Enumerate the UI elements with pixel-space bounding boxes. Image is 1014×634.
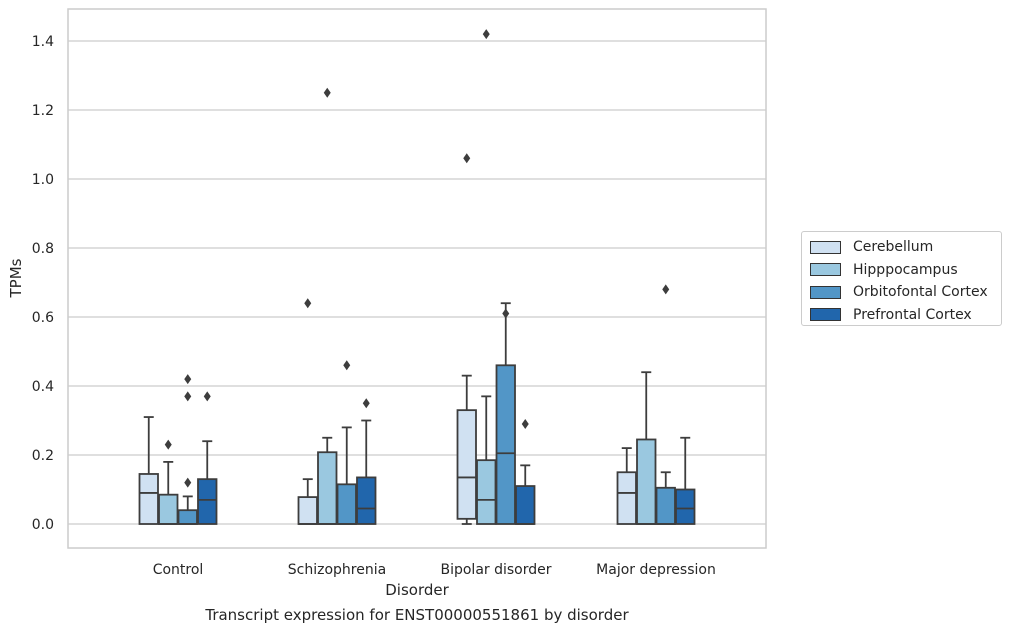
y-axis-label: TPMs <box>7 258 25 298</box>
legend-label: Hipppocampus <box>853 261 958 278</box>
y-tick-label: 0.0 <box>32 517 54 533</box>
legend-label: Orbitofontal Cortex <box>853 284 988 301</box>
outlier-point <box>343 360 351 371</box>
box-body <box>336 483 357 525</box>
legend-item: Cerebellum <box>810 236 1001 259</box>
legend-item: Hipppocampus <box>810 259 1001 282</box>
x-tick-label: Major depression <box>596 562 716 578</box>
box-prefrontal-cortex <box>356 398 377 525</box>
box-orbitofontal-cortex <box>177 374 198 525</box>
box-body <box>197 478 218 525</box>
y-tick-label: 0.6 <box>32 310 54 326</box>
y-tick-label: 1.4 <box>32 34 54 50</box>
outlier-point <box>184 391 192 402</box>
legend-label: Prefrontal Cortex <box>853 306 972 323</box>
x-tick-label: Control <box>153 562 204 578</box>
box-prefrontal-cortex <box>675 436 696 525</box>
box-body <box>655 486 676 525</box>
box-hipppocampus <box>476 29 497 525</box>
x-tick-label: Bipolar disorder <box>440 562 551 578</box>
chart-caption: Transcript expression for ENST0000055186… <box>205 606 629 624</box>
legend-swatch <box>810 308 841 322</box>
outlier-point <box>502 308 510 319</box>
box-hipppocampus <box>317 87 338 525</box>
legend-swatch <box>810 263 841 277</box>
outlier-point <box>164 439 172 450</box>
y-tick-label: 1.0 <box>32 172 54 188</box>
y-tick-label: 0.8 <box>32 241 54 257</box>
outlier-point <box>362 398 370 409</box>
legend-swatch <box>810 285 841 299</box>
box-cerebellum <box>297 298 318 525</box>
y-tick-label: 1.2 <box>32 103 54 119</box>
box-hipppocampus <box>636 371 657 525</box>
outlier-point <box>184 374 192 385</box>
y-tick-label: 0.2 <box>32 448 54 464</box>
grid-lines <box>68 40 766 525</box>
box-body <box>616 471 637 525</box>
box-hipppocampus <box>158 439 179 525</box>
box-orbitofontal-cortex <box>655 284 676 525</box>
outlier-point <box>463 153 471 164</box>
outlier-point <box>184 477 192 488</box>
box-body <box>317 451 338 525</box>
box-orbitofontal-cortex <box>495 302 516 525</box>
x-axis-label: Disorder <box>385 581 449 599</box>
box-body <box>158 493 179 525</box>
box-body <box>177 509 198 525</box>
box-cerebellum <box>616 447 637 525</box>
legend: Cerebellum Hipppocampus Orbitofontal Corte… <box>801 231 1002 326</box>
box-cerebellum <box>456 153 477 525</box>
legend-item: Prefrontal Cortex <box>810 304 1001 327</box>
box-body <box>476 459 497 525</box>
y-tick-labels: 0.0 0.2 0.4 0.6 0.8 1.0 1.2 1.4 <box>32 34 54 533</box>
x-tick-labels: Control Schizophrenia Bipolar disorder Majo… <box>153 562 716 578</box>
boxes <box>138 29 696 525</box>
box-prefrontal-cortex <box>515 418 536 525</box>
outlier-point <box>203 391 211 402</box>
y-tick-label: 0.4 <box>32 379 54 395</box>
legend-item: Orbitofontal Cortex <box>810 281 1001 304</box>
box-orbitofontal-cortex <box>336 360 357 525</box>
outlier-point <box>521 418 529 429</box>
box-body <box>356 476 377 525</box>
box-body <box>675 488 696 525</box>
box-cerebellum <box>138 416 159 525</box>
outlier-point <box>662 284 670 295</box>
box-body <box>495 364 516 525</box>
outlier-point <box>304 298 312 309</box>
outlier-point <box>323 87 331 98</box>
outlier-point <box>482 29 490 40</box>
box-prefrontal-cortex <box>197 391 218 525</box>
x-tick-label: Schizophrenia <box>288 562 386 578</box>
box-body <box>456 409 477 520</box>
plot-frame <box>67 8 767 549</box>
legend-label: Cerebellum <box>853 239 934 256</box>
box-body <box>138 473 159 525</box>
box-body <box>636 438 657 525</box>
box-body <box>515 485 536 525</box>
box-body <box>297 496 318 525</box>
legend-swatch <box>810 240 841 254</box>
